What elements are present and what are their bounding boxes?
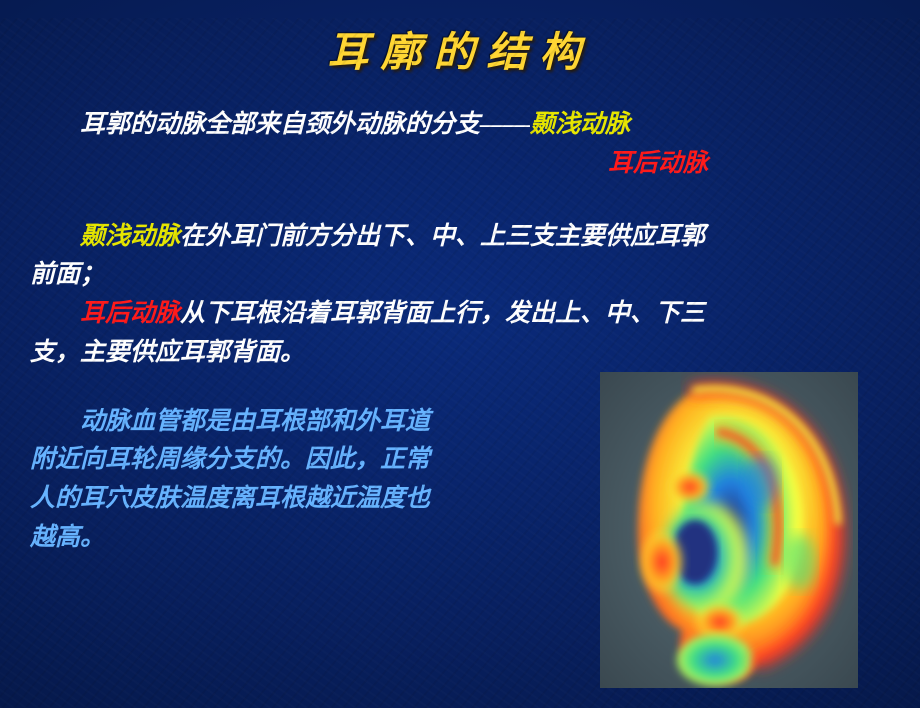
p1-lead: 耳郭的动脉全部来自颈外动脉的分支—— <box>80 111 530 138</box>
ear-thermal-image <box>600 372 858 688</box>
paragraph-3-line2: 支，主要供应耳郭背面。 <box>30 334 890 373</box>
p4-l2: 附近向耳轮周缘分支的。因此，正常 <box>30 446 430 473</box>
paragraph-3-line1: 耳后动脉从下耳根沿着耳郭背面上行，发出上、中、下三 <box>30 295 890 334</box>
artery-posterior-auricular: 耳后动脉 <box>30 145 890 184</box>
paragraph-2-line2: 前面； <box>30 256 890 295</box>
p3-artery: 耳后动脉 <box>80 300 180 327</box>
paragraph-1: 耳郭的动脉全部来自颈外动脉的分支——颞浅动脉 <box>30 106 890 145</box>
p4-l4: 越高。 <box>30 524 105 551</box>
artery-superficial-temporal: 颞浅动脉 <box>530 111 630 138</box>
p2-artery: 颞浅动脉 <box>80 223 180 250</box>
p4-l1: 动脉血管都是由耳根部和外耳道 <box>80 408 430 435</box>
paragraph-2-line1: 颞浅动脉在外耳门前方分出下、中、上三支主要供应耳郭 <box>30 218 890 257</box>
p4-l3: 人的耳穴皮肤温度离耳根越近温度也 <box>30 485 430 512</box>
p3-tail: 从下耳根沿着耳郭背面上行，发出上、中、下三 <box>180 300 705 327</box>
page-title: 耳廓的结构 <box>0 18 920 78</box>
ear-thermal-svg <box>600 372 858 688</box>
paragraph-4: 动脉血管都是由耳根部和外耳道 附近向耳轮周缘分支的。因此，正常 人的耳穴皮肤温度… <box>30 403 600 558</box>
p2-tail: 在外耳门前方分出下、中、上三支主要供应耳郭 <box>180 223 705 250</box>
